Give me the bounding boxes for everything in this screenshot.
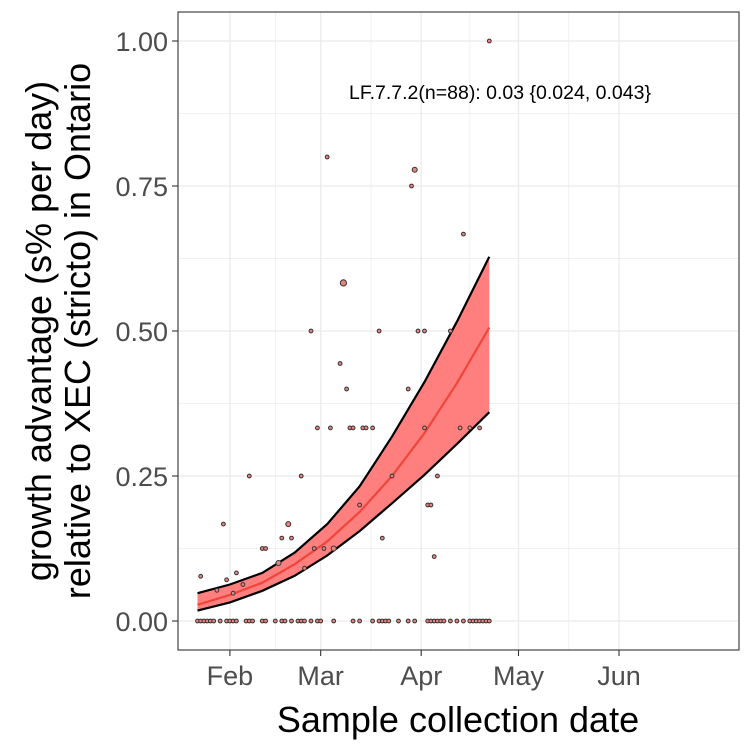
data-point [282, 618, 288, 624]
y-tick-label: 0.25 [115, 462, 168, 492]
data-point [386, 618, 392, 624]
x-tick-label: May [493, 661, 545, 691]
data-point [435, 473, 440, 479]
y-tick-label: 0.50 [115, 317, 168, 347]
data-point [330, 545, 337, 552]
data-point [396, 618, 401, 624]
data-point [379, 535, 385, 541]
x-tick-label: Mar [297, 661, 344, 691]
x-tick-label: Apr [400, 661, 442, 691]
confidence-band [197, 256, 490, 611]
data-point [324, 154, 330, 160]
data-point [405, 618, 411, 624]
data-point [328, 425, 333, 431]
data-point [344, 386, 350, 392]
data-point [311, 546, 317, 551]
data-point [263, 618, 269, 624]
data-point [302, 565, 307, 571]
data-point [308, 618, 314, 624]
data-point [357, 502, 363, 508]
data-point [409, 183, 414, 189]
data-point [289, 618, 294, 624]
data-point [411, 166, 418, 173]
data-point [217, 618, 223, 624]
data-point [422, 425, 427, 431]
data-point [214, 587, 220, 593]
data-point [441, 618, 447, 624]
data-point [477, 425, 483, 431]
data-point [454, 618, 460, 624]
grid [178, 12, 739, 650]
data-point [405, 386, 411, 392]
upper-bound-line [197, 256, 491, 595]
fit-line [197, 326, 491, 606]
data-point [422, 328, 427, 334]
data-point [221, 521, 226, 527]
data-point [298, 473, 304, 479]
data-point [318, 618, 324, 624]
data-point [321, 546, 327, 551]
data-point [412, 618, 418, 624]
data-point [234, 618, 239, 624]
x-tick-label: Feb [207, 661, 254, 691]
data-point [234, 570, 239, 576]
data-point [389, 473, 395, 479]
data-point [285, 521, 292, 528]
data-point [279, 535, 285, 541]
data-point [376, 328, 382, 334]
data-point [486, 618, 492, 624]
data-point [250, 618, 256, 624]
data-point [289, 535, 294, 541]
data-point [350, 425, 356, 431]
data-point [448, 328, 453, 334]
data-point [415, 328, 421, 334]
data-point [357, 618, 363, 624]
data-point [302, 618, 307, 624]
data-point [339, 279, 347, 287]
y-axis-title-line1: growth advantage (s% per day) [18, 81, 59, 581]
data-point [370, 425, 376, 431]
data-point [350, 618, 356, 624]
y-tick-label: 0.00 [115, 607, 168, 637]
data-point [230, 590, 236, 596]
data-point [211, 618, 217, 624]
data-point [428, 502, 434, 508]
axis-ticks: 0.00 0.25 0.50 0.75 1.00 Feb Mar Apr May Jun [115, 27, 640, 691]
data-point [461, 618, 466, 624]
y-tick-label: 1.00 [115, 27, 168, 57]
data-point [331, 618, 337, 624]
fit-annotation: LF.7.7.2(n=88): 0.03 {0.024, 0.043} [349, 82, 651, 104]
data-point [448, 618, 453, 624]
data-point [224, 577, 230, 583]
data-point [467, 425, 473, 431]
lower-bound-line [197, 411, 491, 612]
data-point [240, 582, 246, 587]
data-point [198, 573, 204, 579]
data-point [337, 361, 343, 366]
y-axis-title-line2: relative to XEC (stricto) in Ontario [57, 63, 98, 599]
data-point [370, 618, 376, 624]
data-point [431, 554, 437, 559]
data-point [363, 425, 369, 431]
y-tick-label: 0.75 [115, 172, 168, 202]
data-point [457, 425, 463, 431]
data-point [315, 425, 320, 431]
data-point [461, 231, 466, 237]
data-point [486, 38, 492, 44]
x-axis-title: Sample collection date [277, 699, 639, 740]
x-tick-label: Jun [597, 661, 641, 691]
data-points [195, 38, 492, 624]
data-point [275, 560, 282, 566]
data-point [308, 328, 314, 334]
data-point [272, 618, 278, 624]
data-point [263, 546, 269, 551]
data-point [246, 473, 252, 479]
confidence-ribbon [197, 256, 491, 612]
